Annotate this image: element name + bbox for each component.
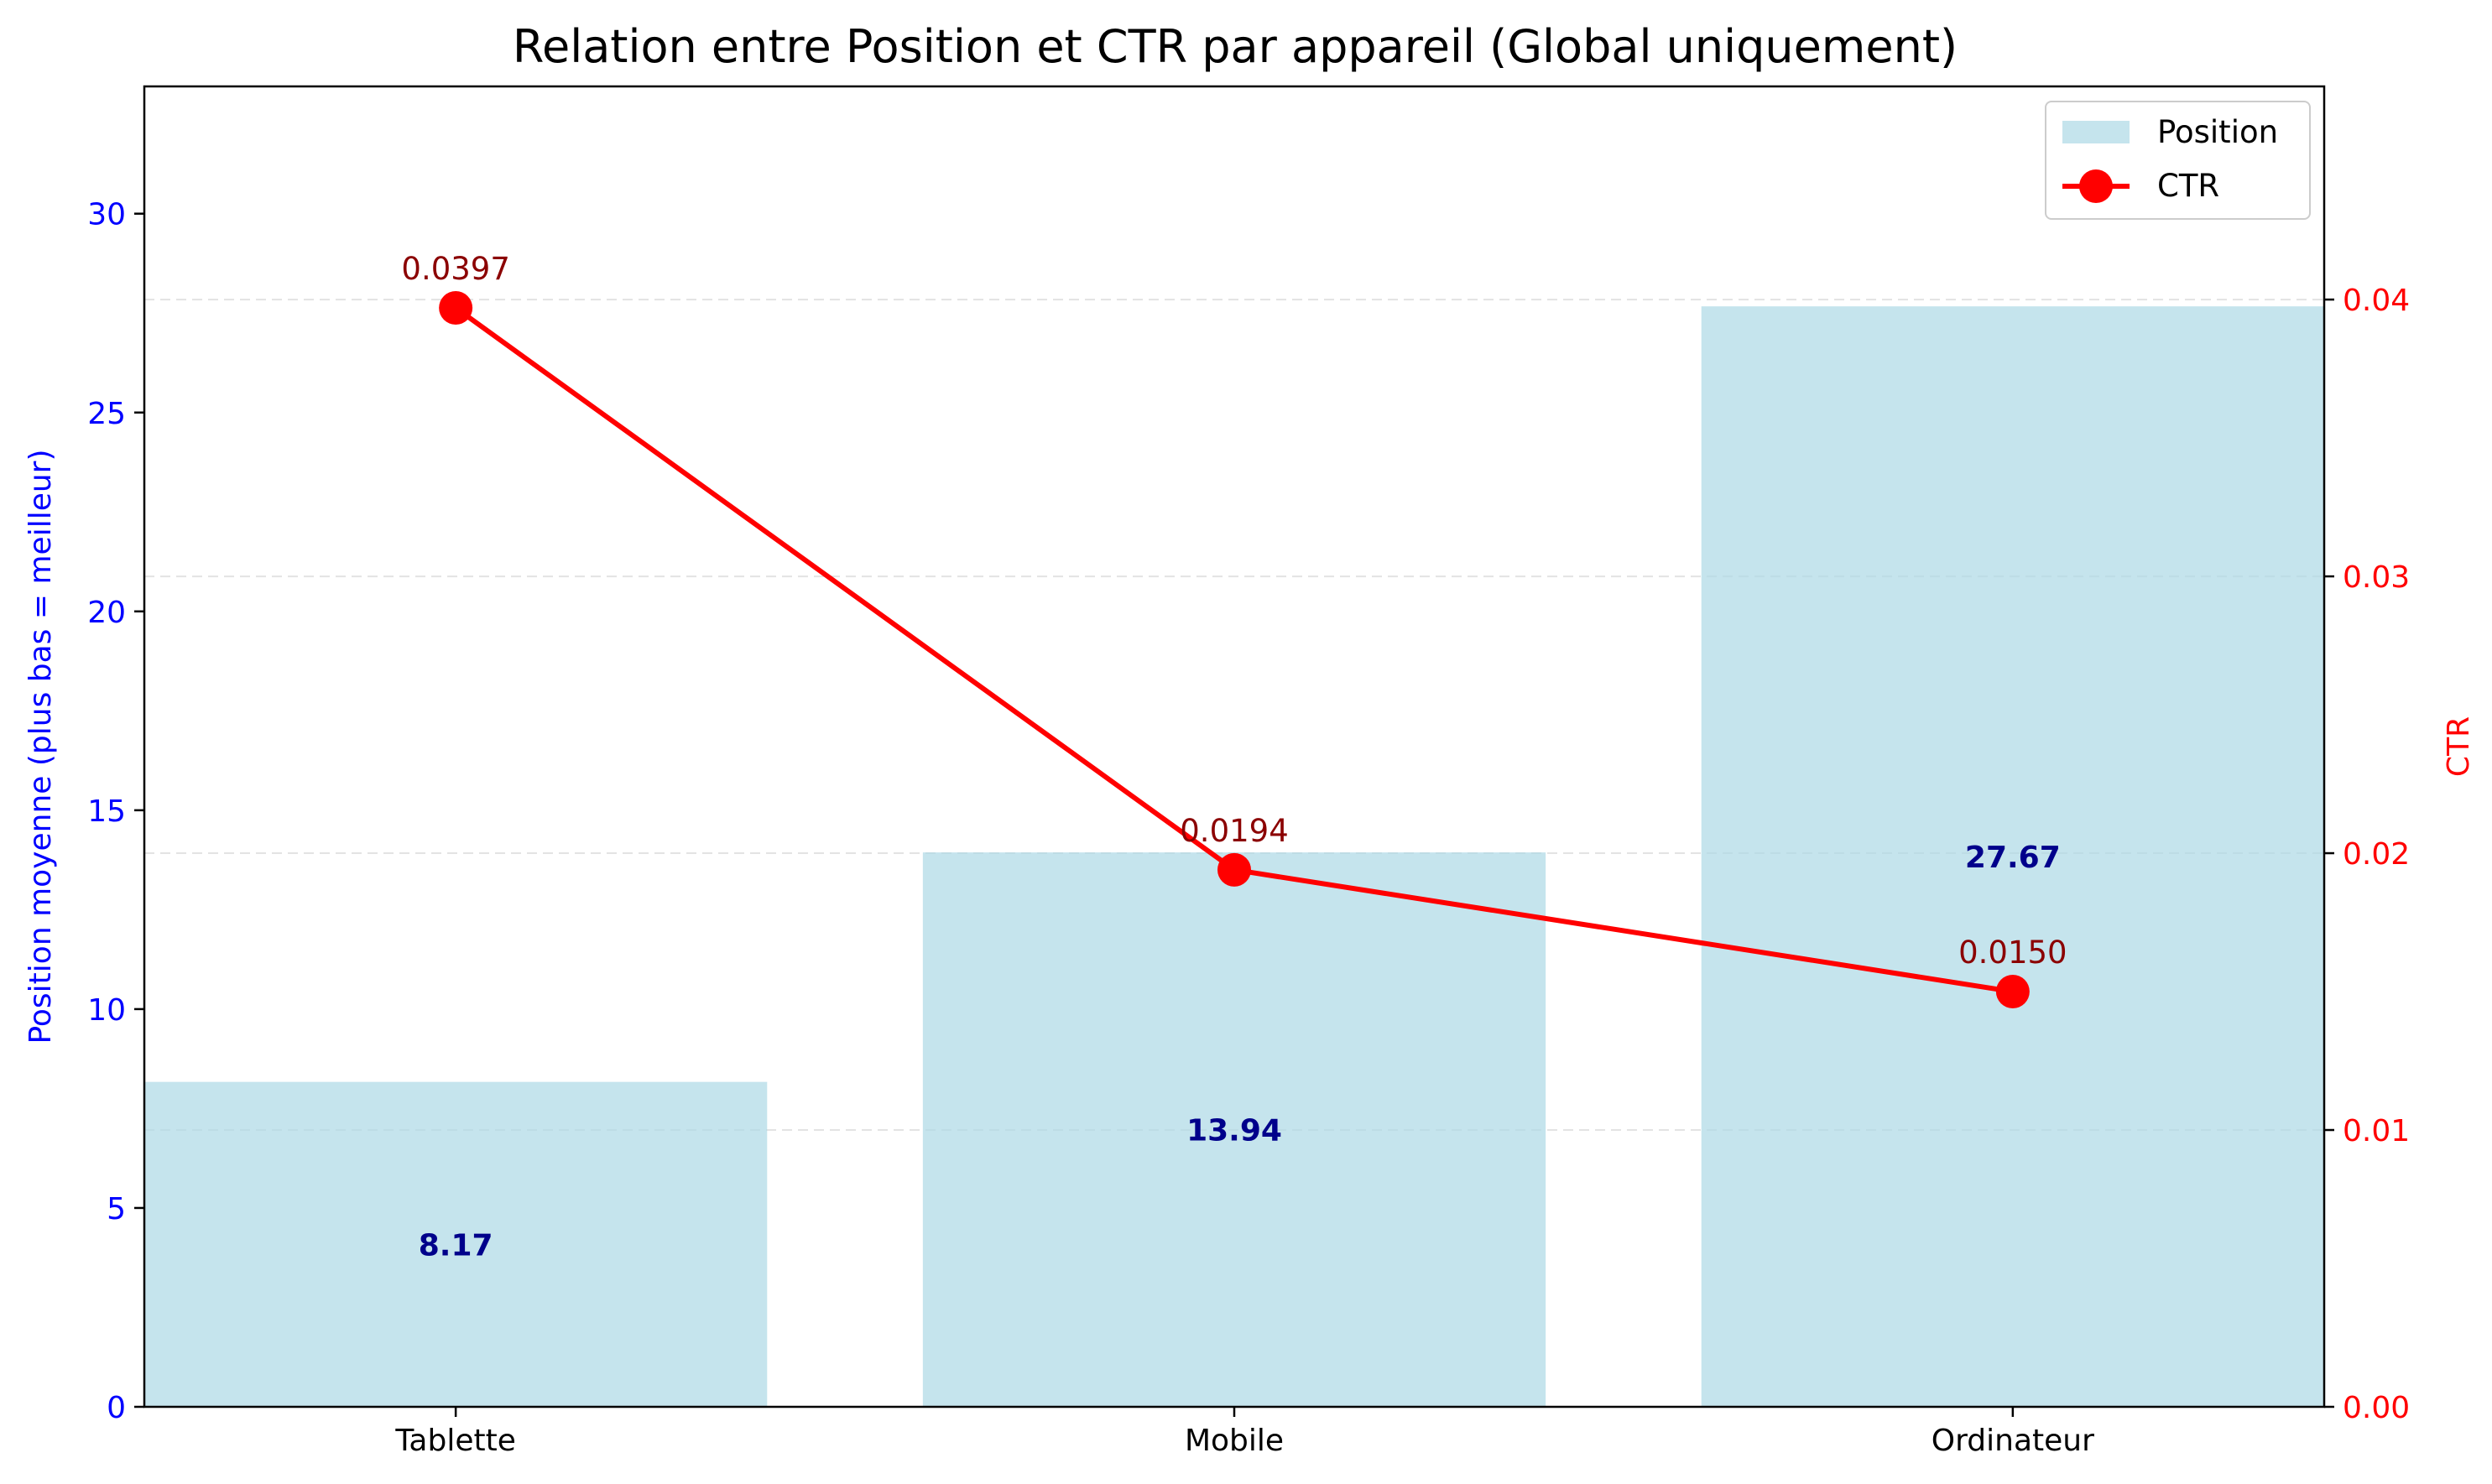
- bar-value-label: 27.67: [1965, 841, 2061, 875]
- y-left-tick-label: 10: [87, 993, 126, 1028]
- legend-label-ctr: CTR: [2157, 168, 2219, 204]
- bars-layer: [144, 306, 2324, 1407]
- legend-label-position: Position: [2157, 114, 2278, 150]
- bar-mobile: [922, 852, 1546, 1407]
- x-tick-label: Ordinateur: [1932, 1424, 2094, 1458]
- x-tick-label: Mobile: [1185, 1424, 1284, 1458]
- right-axis: 0.00 0.01 0.02 0.03 0.04: [2324, 284, 2410, 1425]
- bar-ordinateur: [1701, 306, 2324, 1407]
- legend-swatch-position: [2062, 121, 2130, 143]
- ctr-line-layer: [439, 290, 2030, 1009]
- y-left-tick-label: 25: [87, 397, 126, 431]
- y-left-tick-label: 5: [107, 1192, 126, 1226]
- y-axis-right-label: CTR: [2442, 716, 2476, 777]
- y-right-tick-label: 0.03: [2343, 560, 2410, 595]
- bar-labels-layer: 8.17 13.94 27.67: [419, 841, 2061, 1263]
- left-axis: 0 5 10 15 20 25 30: [87, 198, 144, 1425]
- ctr-point-label: 0.0194: [1180, 813, 1288, 849]
- point-labels-layer: 0.0397 0.0194 0.0150: [401, 251, 2067, 971]
- bar-tablette: [144, 1081, 768, 1407]
- y-right-tick-label: 0.04: [2343, 284, 2410, 318]
- y-left-tick-label: 0: [107, 1391, 126, 1425]
- ctr-point: [1217, 852, 1251, 887]
- y-left-tick-label: 20: [87, 596, 126, 630]
- ctr-point: [1995, 975, 2030, 1009]
- y-axis-left-label: Position moyenne (plus bas = meilleur): [23, 449, 58, 1044]
- legend-swatch-ctr-marker: [2079, 169, 2113, 203]
- y-right-tick-label: 0.00: [2343, 1391, 2410, 1425]
- bar-value-label: 13.94: [1186, 1114, 1282, 1148]
- ctr-point: [439, 290, 473, 325]
- legend: Position CTR: [2045, 101, 2311, 220]
- bar-value-label: 8.17: [419, 1228, 493, 1263]
- x-axis: Tablette Mobile Ordinateur: [394, 1407, 2094, 1458]
- x-tick-label: Tablette: [394, 1424, 515, 1458]
- ctr-point-label: 0.0397: [401, 251, 509, 287]
- y-left-tick-label: 15: [87, 794, 126, 829]
- y-right-tick-label: 0.02: [2343, 837, 2410, 872]
- y-right-tick-label: 0.01: [2343, 1114, 2410, 1148]
- y-left-tick-label: 30: [87, 198, 126, 232]
- chart-title: Relation entre Position et CTR par appar…: [513, 20, 1958, 73]
- ctr-point-label: 0.0150: [1958, 935, 2067, 971]
